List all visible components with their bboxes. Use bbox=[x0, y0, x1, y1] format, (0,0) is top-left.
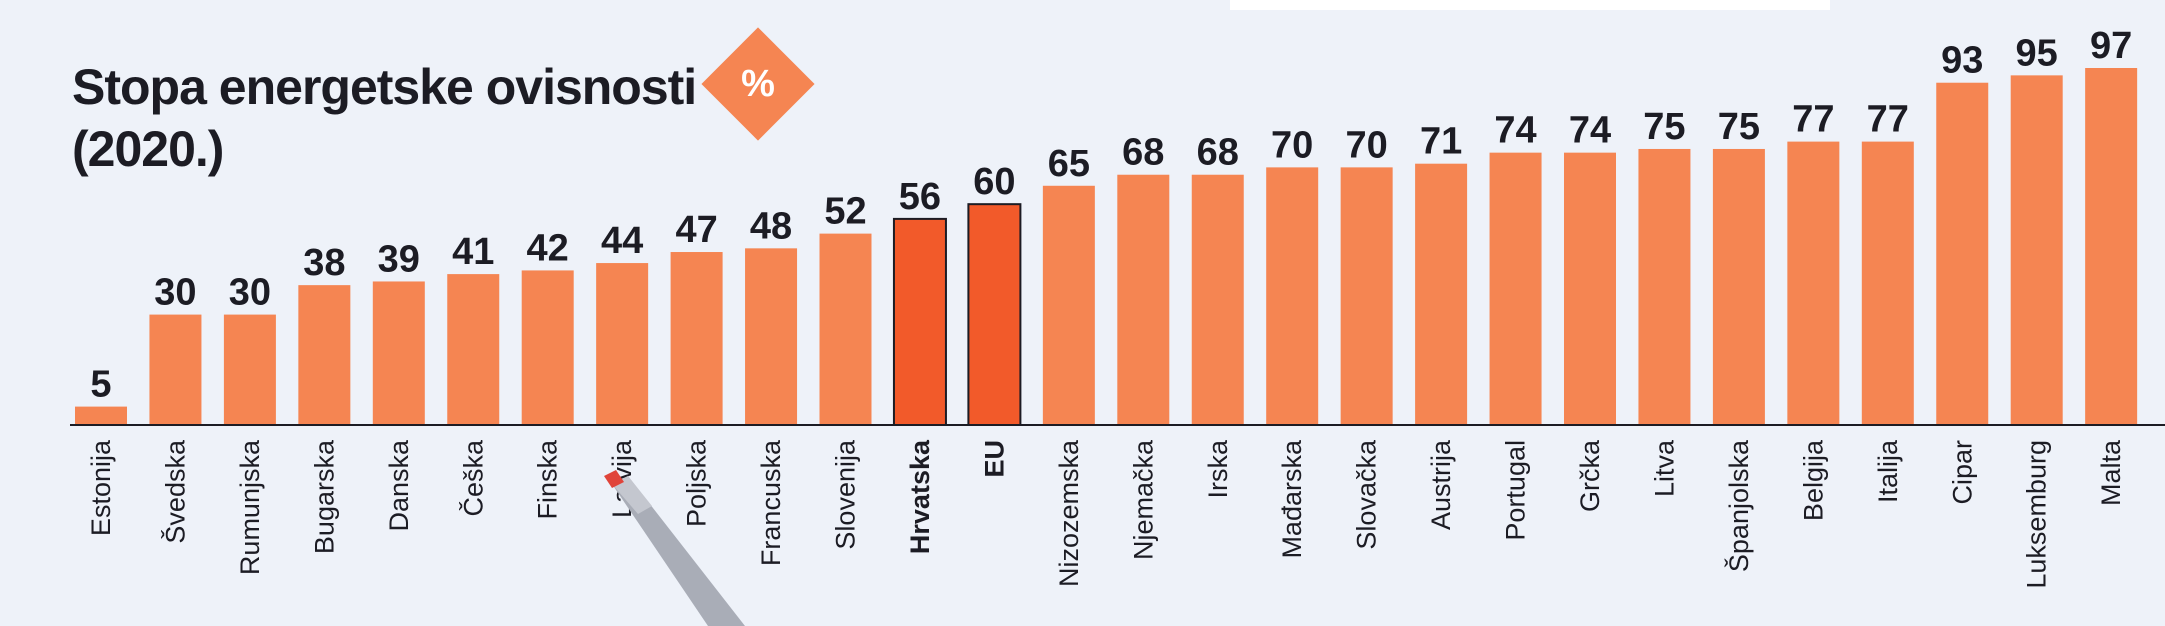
category-label-rumunjska: Rumunjska bbox=[235, 439, 265, 575]
bar-irska bbox=[1191, 174, 1244, 425]
value-label-nizozemska: 65 bbox=[1048, 143, 1090, 185]
category-label-francuska: Francuska bbox=[756, 439, 786, 566]
value-label-latvija: 44 bbox=[601, 220, 643, 262]
bar-cipar bbox=[1936, 82, 1989, 425]
category-label-slovacka: Slovačka bbox=[1352, 439, 1382, 550]
chart-title: Stopa energetske ovisnosti (2020.) bbox=[72, 56, 697, 180]
bar-litva bbox=[1638, 148, 1691, 426]
bar-njemacka bbox=[1117, 174, 1170, 425]
bar-danska bbox=[372, 281, 425, 425]
value-label-austrija: 71 bbox=[1420, 121, 1462, 163]
labels-group: 5 Estonija 30 Švedska 30 Rumunjska 38 Bugarska 3… bbox=[86, 25, 2132, 589]
bar-belgija bbox=[1787, 141, 1840, 425]
category-label-italija: Italija bbox=[1873, 439, 1903, 503]
bar-spanjolska bbox=[1712, 148, 1765, 426]
value-label-italija: 77 bbox=[1867, 99, 1909, 141]
value-label-danska: 39 bbox=[378, 238, 420, 280]
category-label-spanjolska: Španjolska bbox=[1723, 439, 1754, 572]
bar-slovenija bbox=[819, 233, 872, 425]
bar-grcka bbox=[1564, 152, 1616, 426]
value-label-finska: 42 bbox=[527, 227, 569, 269]
category-label-svedska: Švedska bbox=[159, 439, 190, 544]
value-label-malta: 97 bbox=[2090, 25, 2132, 67]
category-label-bugarska: Bugarska bbox=[309, 439, 339, 554]
category-label-nizozemska: Nizozemska bbox=[1054, 439, 1084, 587]
bars-group bbox=[75, 68, 2138, 426]
value-label-grcka: 74 bbox=[1569, 110, 1611, 152]
value-label-belgija: 77 bbox=[1792, 99, 1834, 141]
bar-hrvatska bbox=[892, 217, 947, 426]
value-label-ceska: 41 bbox=[452, 231, 494, 273]
value-label-rumunjska: 30 bbox=[229, 272, 271, 314]
top-panel bbox=[1230, 0, 1830, 10]
percent-badge: % bbox=[701, 27, 815, 141]
value-label-svedska: 30 bbox=[154, 272, 196, 314]
bar-eu bbox=[967, 203, 1022, 426]
bar-estonija bbox=[75, 406, 127, 425]
category-label-austrija: Austrija bbox=[1426, 439, 1456, 530]
category-label-estonija: Estonija bbox=[86, 439, 116, 536]
value-label-portugal: 74 bbox=[1494, 110, 1536, 152]
value-label-irska: 68 bbox=[1197, 132, 1239, 174]
bar-finska bbox=[521, 270, 574, 425]
bar-ceska bbox=[447, 274, 500, 425]
bar-rumunjska bbox=[223, 314, 276, 425]
category-label-irska: Irska bbox=[1203, 439, 1233, 498]
bar-francuska bbox=[745, 248, 798, 425]
category-label-malta: Malta bbox=[2096, 439, 2126, 506]
bar-madarska bbox=[1266, 167, 1319, 425]
bar-latvija bbox=[596, 263, 649, 425]
bar-luksemburg bbox=[2010, 75, 2063, 425]
category-label-luksemburg: Luksemburg bbox=[2022, 440, 2052, 589]
bar-malta bbox=[2085, 68, 2138, 425]
value-label-eu: 60 bbox=[973, 161, 1015, 203]
category-label-litva: Litva bbox=[1649, 439, 1679, 497]
title-line-2: (2020.) bbox=[72, 121, 224, 177]
pointer-icon bbox=[604, 470, 745, 626]
bar-nizozemska bbox=[1042, 185, 1095, 425]
value-label-luksemburg: 95 bbox=[2016, 32, 2058, 74]
bar-bugarska bbox=[298, 285, 351, 425]
bar-poljska bbox=[670, 252, 723, 425]
value-label-hrvatska: 56 bbox=[899, 176, 941, 218]
value-label-slovenija: 52 bbox=[824, 191, 866, 233]
value-label-litva: 75 bbox=[1643, 106, 1685, 148]
bar-austrija bbox=[1415, 163, 1468, 425]
category-label-hrvatska: Hrvatska bbox=[905, 439, 935, 554]
category-label-danska: Danska bbox=[384, 439, 414, 532]
value-label-estonija: 5 bbox=[90, 364, 111, 406]
title-line-1: Stopa energetske ovisnosti bbox=[72, 59, 697, 115]
category-label-belgija: Belgija bbox=[1798, 439, 1828, 521]
category-label-madarska: Mađarska bbox=[1277, 439, 1307, 559]
category-label-ceska: Češka bbox=[457, 439, 488, 517]
category-label-poljska: Poljska bbox=[682, 439, 712, 527]
value-label-madarska: 70 bbox=[1271, 124, 1313, 166]
category-label-slovenija: Slovenija bbox=[831, 439, 861, 550]
value-label-slovacka: 70 bbox=[1346, 124, 1388, 166]
category-label-grcka: Grčka bbox=[1575, 439, 1605, 512]
value-label-francuska: 48 bbox=[750, 205, 792, 247]
value-label-spanjolska: 75 bbox=[1718, 106, 1760, 148]
category-label-portugal: Portugal bbox=[1501, 440, 1531, 541]
value-label-njemacka: 68 bbox=[1122, 132, 1164, 174]
bar-italija bbox=[1861, 141, 1914, 425]
bar-svedska bbox=[149, 314, 202, 425]
category-label-njemacka: Njemačka bbox=[1128, 439, 1158, 560]
bar-slovacka bbox=[1340, 167, 1393, 425]
percent-sign: % bbox=[741, 63, 775, 105]
category-label-eu: EU bbox=[979, 440, 1009, 478]
value-label-bugarska: 38 bbox=[303, 242, 345, 284]
category-label-finska: Finska bbox=[533, 439, 563, 520]
value-label-cipar: 93 bbox=[1941, 40, 1983, 82]
bar-portugal bbox=[1489, 152, 1542, 426]
value-label-poljska: 47 bbox=[675, 209, 717, 251]
category-label-cipar: Cipar bbox=[1947, 440, 1977, 505]
